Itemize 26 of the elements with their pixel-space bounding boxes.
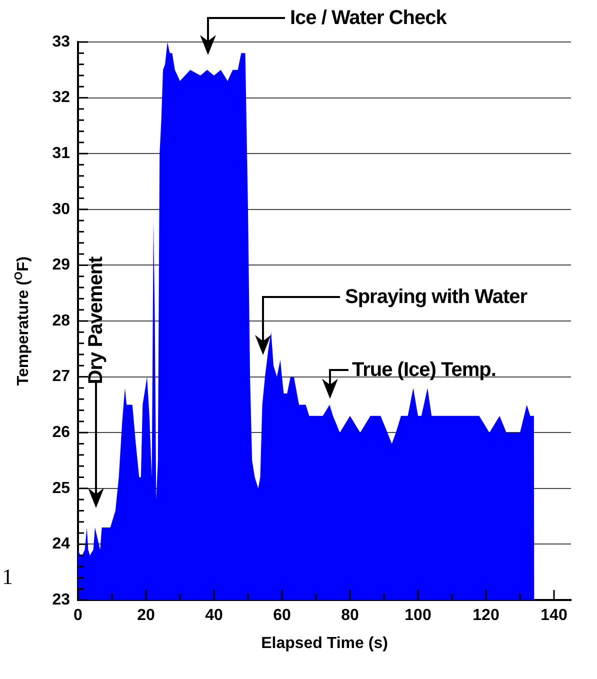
y-tick-label: 23 bbox=[52, 591, 70, 608]
x-tick-label: 40 bbox=[205, 607, 223, 624]
y-tick-label: 26 bbox=[52, 424, 70, 442]
y-tick-label: 25 bbox=[52, 480, 70, 497]
y-tick-label: 32 bbox=[52, 89, 70, 106]
x-tick-label: 0 bbox=[74, 607, 83, 624]
x-tick-label: 120 bbox=[472, 607, 500, 624]
annotation: Dry Pavement bbox=[84, 256, 108, 384]
y-tick-label: 29 bbox=[52, 256, 70, 274]
text: 1 bbox=[2, 564, 13, 590]
y-tick-label: 31 bbox=[52, 145, 70, 162]
x-tick-label: 20 bbox=[137, 607, 155, 624]
y-tick-label: 24 bbox=[52, 536, 70, 553]
x-tick-label: 100 bbox=[404, 607, 432, 624]
x-tick-label: 140 bbox=[540, 607, 568, 624]
annotation: Spraying with Water bbox=[345, 286, 528, 308]
y-tick-label: 33 bbox=[52, 33, 70, 50]
annotation: True (Ice) Temp. bbox=[352, 358, 496, 382]
y-axis-title: Temperature (OF) bbox=[13, 256, 32, 386]
x-tick-label: 80 bbox=[341, 607, 359, 624]
y-tick-label: 30 bbox=[52, 200, 70, 218]
y-tick-label: 28 bbox=[52, 312, 70, 330]
x-tick-label: 60 bbox=[273, 607, 291, 624]
x-axis-title: Elapsed Time (s) bbox=[261, 635, 388, 652]
y-tick-label: 27 bbox=[52, 368, 70, 386]
text: Ice / Water Check bbox=[290, 6, 446, 30]
